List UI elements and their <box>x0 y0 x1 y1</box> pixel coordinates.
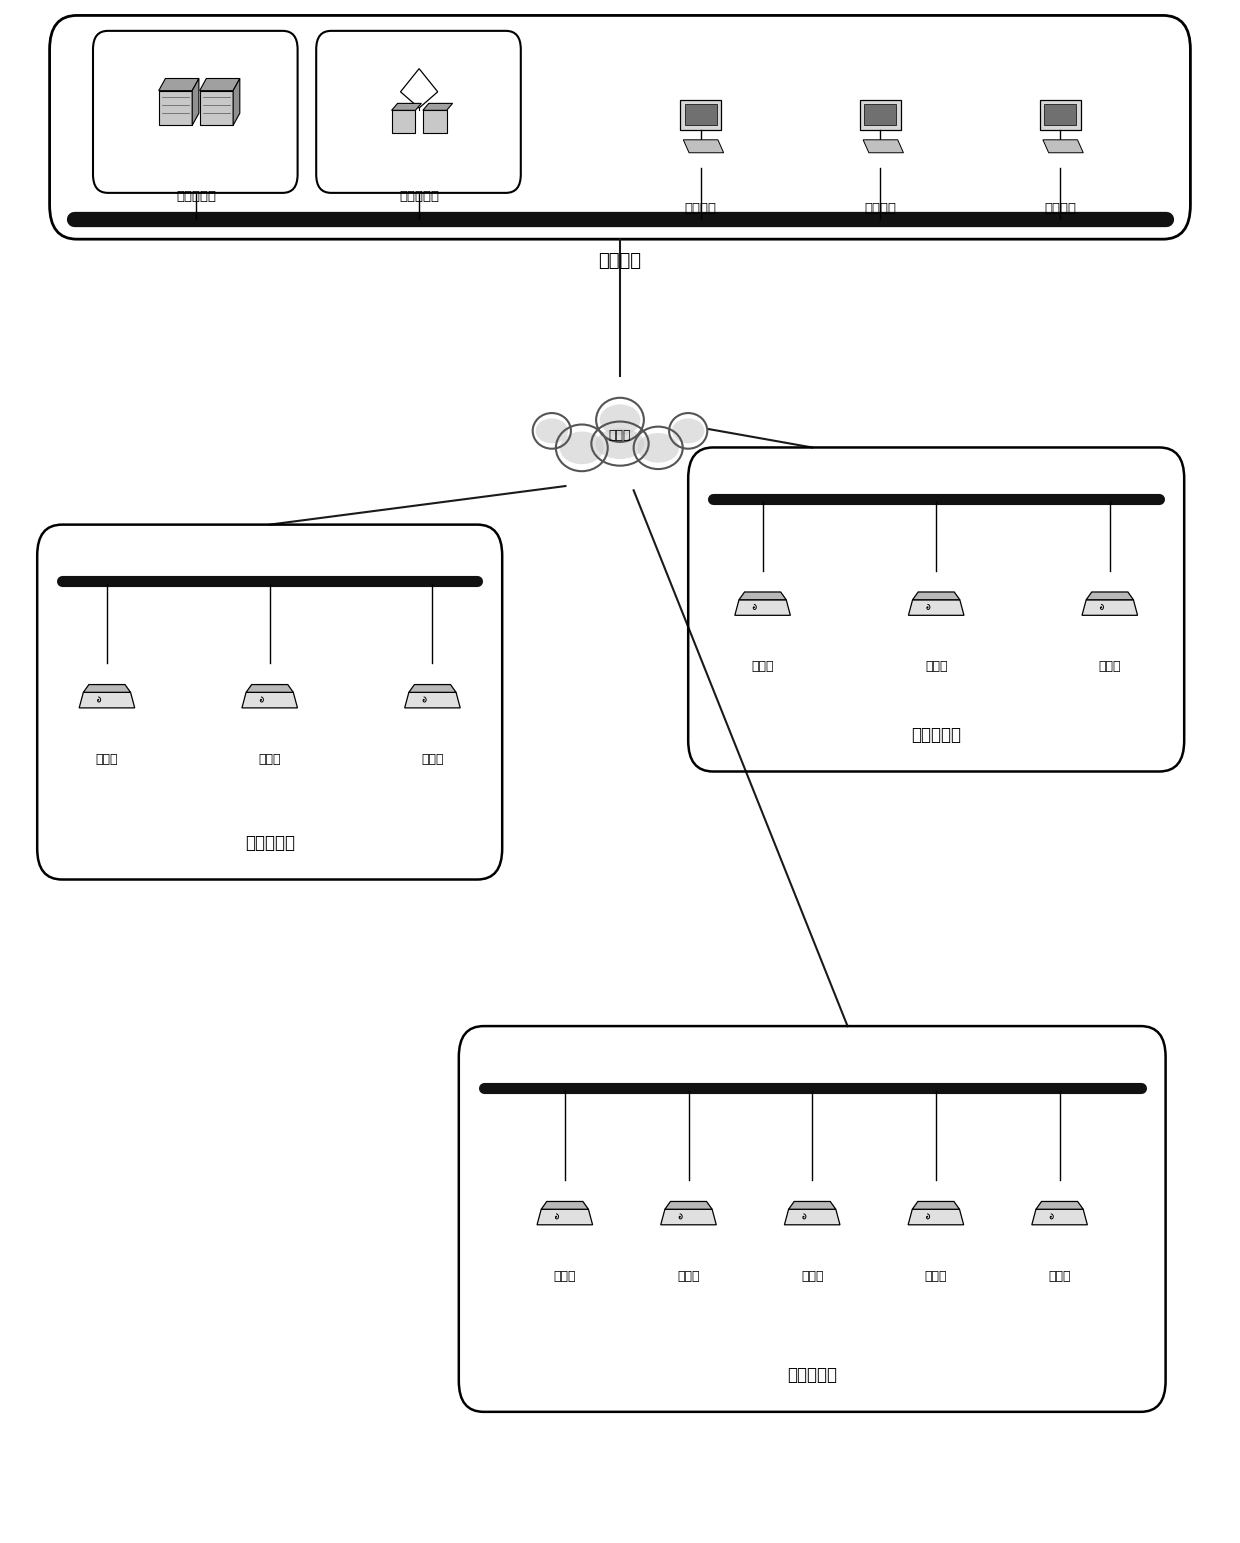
Polygon shape <box>1032 1210 1087 1225</box>
Polygon shape <box>541 1202 589 1210</box>
Polygon shape <box>739 593 786 600</box>
Text: 读写器: 读写器 <box>258 753 281 765</box>
Text: 卡口读写器: 卡口读写器 <box>244 833 295 852</box>
Text: 读写器: 读写器 <box>925 660 947 673</box>
Polygon shape <box>392 103 422 111</box>
Polygon shape <box>242 693 298 708</box>
Polygon shape <box>1043 140 1084 153</box>
Polygon shape <box>913 593 960 600</box>
Polygon shape <box>423 111 446 133</box>
Polygon shape <box>735 600 790 616</box>
Polygon shape <box>864 103 897 125</box>
Text: 读写器: 读写器 <box>925 1270 947 1282</box>
Polygon shape <box>233 79 239 125</box>
Text: 读写器: 读写器 <box>422 753 444 765</box>
Polygon shape <box>684 103 717 125</box>
Text: 读写器: 读写器 <box>677 1270 699 1282</box>
Text: 读写器: 读写器 <box>1099 660 1121 673</box>
Ellipse shape <box>672 418 704 443</box>
Text: 公众网: 公众网 <box>609 429 631 441</box>
Text: 管理终端: 管理终端 <box>684 202 717 214</box>
Polygon shape <box>404 693 460 708</box>
Ellipse shape <box>670 414 707 449</box>
Polygon shape <box>863 140 904 153</box>
Text: 应用服务器: 应用服务器 <box>176 190 216 202</box>
Polygon shape <box>192 79 198 125</box>
Polygon shape <box>785 1210 839 1225</box>
Text: 读写器: 读写器 <box>1048 1270 1071 1282</box>
Ellipse shape <box>600 404 640 435</box>
Polygon shape <box>661 1210 717 1225</box>
Text: 街区读写器: 街区读写器 <box>787 1366 837 1384</box>
Text: 监控终端: 监控终端 <box>864 202 897 214</box>
Polygon shape <box>1086 593 1133 600</box>
Text: 读写器: 读写器 <box>751 660 774 673</box>
Polygon shape <box>159 91 192 125</box>
Text: 读写器: 读写器 <box>553 1270 577 1282</box>
Polygon shape <box>159 79 198 91</box>
Text: 监控终端: 监控终端 <box>1044 202 1076 214</box>
Polygon shape <box>1035 1202 1084 1210</box>
Ellipse shape <box>595 427 645 460</box>
Text: 路段读写器: 路段读写器 <box>911 725 961 744</box>
Polygon shape <box>789 1202 836 1210</box>
Polygon shape <box>423 103 453 111</box>
Polygon shape <box>1044 103 1076 125</box>
Polygon shape <box>861 99 900 130</box>
Polygon shape <box>200 91 233 125</box>
Polygon shape <box>79 693 135 708</box>
Polygon shape <box>1083 600 1137 616</box>
Polygon shape <box>409 685 456 693</box>
Polygon shape <box>665 1202 712 1210</box>
Polygon shape <box>908 1210 963 1225</box>
Polygon shape <box>537 1210 593 1225</box>
Text: 读写器: 读写器 <box>95 753 118 765</box>
Polygon shape <box>913 1202 960 1210</box>
Text: 中心系统: 中心系统 <box>599 252 641 270</box>
Ellipse shape <box>637 434 680 463</box>
Ellipse shape <box>533 414 570 449</box>
Ellipse shape <box>559 432 604 464</box>
Polygon shape <box>1039 99 1080 130</box>
Polygon shape <box>83 685 130 693</box>
Polygon shape <box>392 111 415 133</box>
Polygon shape <box>246 685 294 693</box>
Ellipse shape <box>596 398 644 441</box>
Ellipse shape <box>591 421 649 466</box>
Polygon shape <box>401 68 438 108</box>
Ellipse shape <box>556 424 608 471</box>
Polygon shape <box>200 79 239 91</box>
Polygon shape <box>909 600 963 616</box>
Text: 读写器: 读写器 <box>801 1270 823 1282</box>
Ellipse shape <box>536 418 568 443</box>
Ellipse shape <box>634 426 683 469</box>
Polygon shape <box>680 99 720 130</box>
Text: 数据服务器: 数据服务器 <box>399 190 439 202</box>
Polygon shape <box>683 140 724 153</box>
